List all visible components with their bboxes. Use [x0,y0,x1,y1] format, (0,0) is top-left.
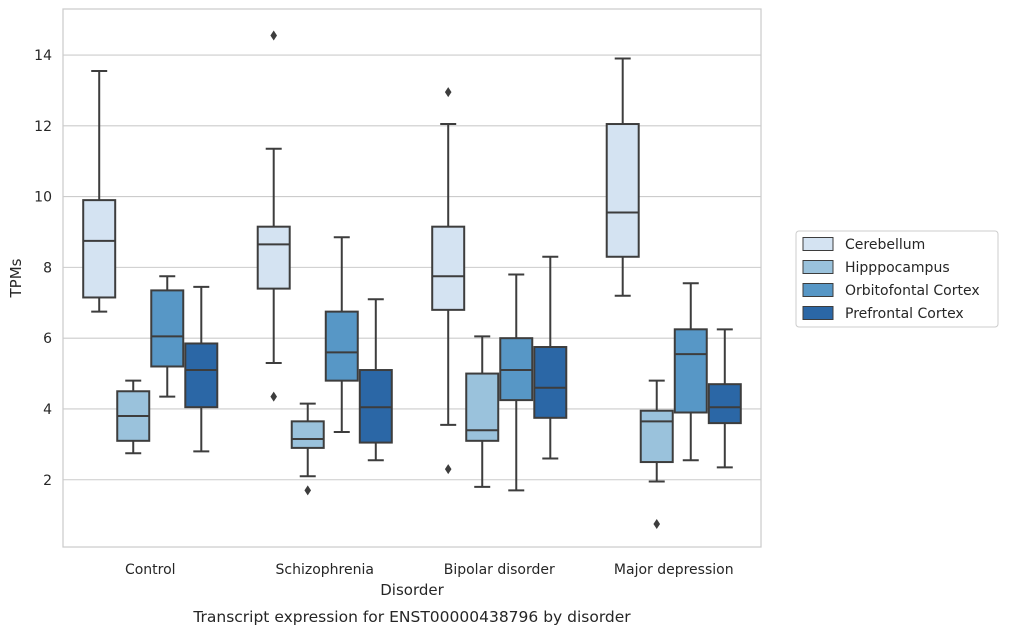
y-tick-label: 14 [34,48,52,64]
x-axis-title: Disorder [380,581,444,599]
legend-swatch [802,237,834,251]
box-cerebellum [82,69,117,313]
box-body [673,328,708,414]
x-tick-label: Bipolar disorder [444,562,555,578]
y-tick-label: 8 [43,260,52,276]
box-body [707,383,742,425]
legend-label: Orbitofontal Cortex [845,283,980,299]
x-tick-label: Control [125,562,176,578]
legend-swatch [802,260,834,274]
y-tick-label: 4 [43,402,52,418]
box-orbitofontal-cortex [324,236,359,433]
x-tick-labels: Control Schizophrenia Bipolar disorder Majo… [125,562,734,578]
outlier-point [270,391,278,402]
legend-label: Hipppocampus [845,260,950,276]
box-series-group [82,30,742,529]
box-body [256,225,291,290]
box-hipppocampus [639,379,674,529]
box-body [150,289,185,368]
x-tick-label: Major depression [614,562,734,578]
legend-label: Prefrontal Cortex [845,306,964,322]
box-cerebellum [256,30,291,402]
box-prefrontal-cortex [707,328,742,469]
legend: Cerebellum Hipppocampus Orbitofontal Corte… [795,230,999,328]
box-body [639,409,674,464]
y-axis-title: TPMs [7,258,25,298]
box-prefrontal-cortex [358,298,393,462]
legend-swatch [802,306,834,320]
legend-label: Cerebellum [845,237,925,253]
box-cerebellum [431,87,466,475]
box-orbitofontal-cortex [150,275,185,398]
box-body [533,346,568,419]
box-body [290,420,325,449]
outlier-point [270,30,278,41]
outlier-point [653,518,661,529]
legend-frame [795,230,999,328]
box-body [82,199,117,299]
outlier-point [304,485,312,496]
box-prefrontal-cortex [184,285,219,453]
y-tick-label: 2 [43,473,52,489]
outlier-point [444,87,452,98]
plot-area [62,8,762,548]
y-tick-label: 10 [34,190,52,206]
box-body [184,342,219,409]
y-tick-label: 12 [34,119,52,135]
y-tick-label: 6 [43,331,52,347]
box-prefrontal-cortex [533,255,568,460]
box-orbitofontal-cortex [673,282,708,462]
box-hipppocampus [116,379,151,455]
x-tick-label: Schizophrenia [276,562,374,578]
legend-swatch [802,283,834,297]
outlier-point [444,464,452,475]
box-orbitofontal-cortex [499,273,534,492]
y-tick-labels: 2 4 6 8 10 12 14 [34,48,52,489]
box-cerebellum [605,57,640,297]
box-body [324,310,359,382]
box-hipppocampus [465,335,500,488]
box-body [605,123,640,258]
box-hipppocampus [290,402,325,496]
chart-caption: Transcript expression for ENST0000043879… [192,608,631,626]
box-body [431,225,466,311]
